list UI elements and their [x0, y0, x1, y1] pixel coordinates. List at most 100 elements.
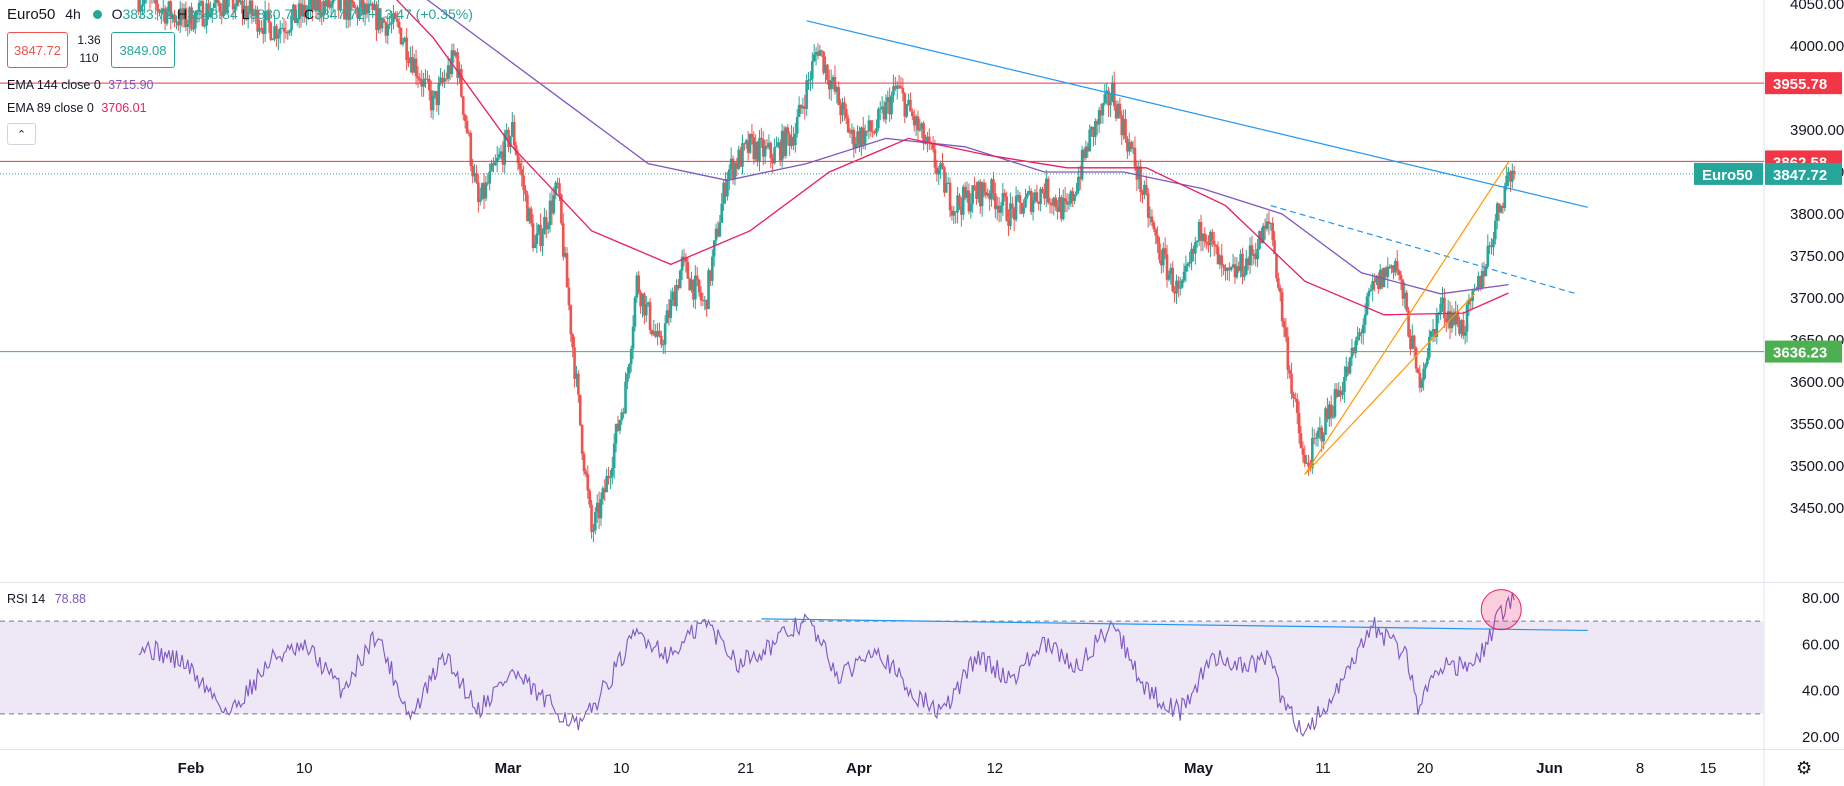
candle-body: [461, 96, 465, 115]
candle-body: [499, 151, 503, 155]
candle-body: [648, 302, 652, 330]
candle-body: [316, 0, 320, 11]
candle-body: [171, 14, 174, 19]
candle-body: [818, 50, 822, 56]
trend-line[interactable]: [1270, 205, 1577, 295]
rsi-trend-line[interactable]: [761, 618, 1588, 632]
candle-body: [307, 5, 310, 12]
rsi-legend[interactable]: RSI 14 78.88: [7, 592, 86, 606]
candle-body: [203, 25, 207, 27]
collapse-legend-button[interactable]: ⌃: [7, 123, 36, 145]
candle-body: [220, 12, 224, 17]
candle-body: [846, 118, 850, 133]
candle-body: [295, 19, 299, 23]
symbol-legend: Euro50 4h O3833.72 H3848.84 L3830.71 C38…: [7, 6, 473, 23]
candle-body: [1397, 270, 1401, 275]
rsi-line[interactable]: [138, 592, 1515, 737]
ema144-line[interactable]: [399, 0, 1509, 295]
price-tick-label: 3450.00: [1790, 500, 1844, 517]
candle-body: [431, 95, 435, 111]
ema89-legend[interactable]: EMA 89 close 0 3706.01: [7, 101, 147, 115]
interval-label[interactable]: 4h: [65, 6, 81, 22]
candle-body: [1160, 259, 1163, 266]
candle-body: [1382, 267, 1386, 288]
gear-icon[interactable]: ⚙: [1796, 758, 1813, 778]
candle-body: [354, 7, 358, 9]
candle-body: [924, 142, 927, 144]
candle-body: [1337, 390, 1341, 397]
candle-body: [654, 331, 658, 337]
candle-body: [839, 104, 842, 116]
rsi-band: [0, 621, 1764, 714]
time-axis[interactable]: Feb 10 Mar 10 21 Apr 12 May 11 20 Jun 8 15: [178, 760, 1717, 777]
candle-body: [163, 8, 167, 24]
candle-body: [535, 233, 539, 245]
rsi-highlight-circle[interactable]: [1480, 589, 1522, 631]
candle-body: [1354, 340, 1358, 354]
candle-body: [586, 474, 590, 491]
candle-body: [1111, 82, 1114, 102]
candle-body: [529, 208, 533, 224]
candle-body: [812, 54, 816, 62]
candle-body: [218, 3, 222, 13]
candle-body: [1171, 267, 1174, 292]
candle-body: [667, 310, 671, 318]
candle-body: [933, 149, 937, 168]
candle-body: [1197, 221, 1201, 241]
ema89-line[interactable]: [377, 0, 1509, 316]
candle-body: [822, 51, 825, 73]
spread-volume: 110: [79, 51, 99, 65]
candle-body: [214, 0, 218, 3]
candle-body: [167, 1, 171, 12]
candle-body: [807, 79, 810, 81]
candle-body: [388, 24, 391, 26]
candle-body: [1450, 313, 1454, 329]
candle-body: [244, 5, 248, 20]
candle-body: [433, 91, 437, 96]
candle-body: [737, 149, 741, 169]
main-pane[interactable]: [0, 0, 1764, 543]
price-axis[interactable]: 3450.003500.003550.003600.003650.003700.…: [1694, 0, 1844, 746]
trend-line[interactable]: [1304, 293, 1476, 475]
candle-body: [1501, 206, 1505, 209]
candle-body: [186, 23, 190, 28]
ema144-label: EMA 144 close 0: [7, 78, 101, 92]
candle-body: [794, 133, 797, 146]
candle-body: [618, 420, 622, 431]
trend-line[interactable]: [1304, 161, 1510, 475]
candle-body: [329, 3, 333, 8]
price-tick-label: 3800.00: [1790, 206, 1844, 223]
candle-body: [1022, 207, 1025, 214]
candle-body: [1418, 373, 1422, 388]
rsi-pane[interactable]: [0, 592, 1764, 737]
candle-body: [1492, 239, 1495, 248]
buy-button[interactable]: 3849.08: [111, 32, 175, 68]
candle-body: [1282, 321, 1286, 328]
candle-body: [1233, 264, 1237, 278]
candle-body: [865, 130, 869, 132]
candle-body: [490, 163, 493, 172]
candle-body: [714, 228, 718, 241]
trend-line[interactable]: [806, 20, 1588, 208]
candle-body: [1065, 201, 1069, 205]
candle-body: [444, 78, 448, 80]
candle-body: [1363, 314, 1367, 325]
candle-body: [141, 4, 144, 7]
candle-body: [288, 30, 291, 33]
candle-body: [352, 2, 356, 8]
candle-body: [1227, 267, 1231, 271]
candle-body: [956, 195, 959, 213]
candle-body: [1494, 220, 1497, 240]
symbol-name[interactable]: Euro50: [7, 6, 56, 23]
candle-body: [177, 21, 180, 26]
candle-body: [1120, 115, 1124, 136]
candle-body: [712, 240, 716, 257]
ema144-legend[interactable]: EMA 144 close 0 3715.90: [7, 78, 153, 92]
candle-body: [1260, 231, 1263, 244]
sell-button[interactable]: 3847.72: [7, 32, 68, 68]
candle-body: [965, 190, 969, 198]
candle-body: [1344, 366, 1348, 377]
candle-body: [473, 173, 476, 177]
candle-body: [829, 80, 833, 90]
